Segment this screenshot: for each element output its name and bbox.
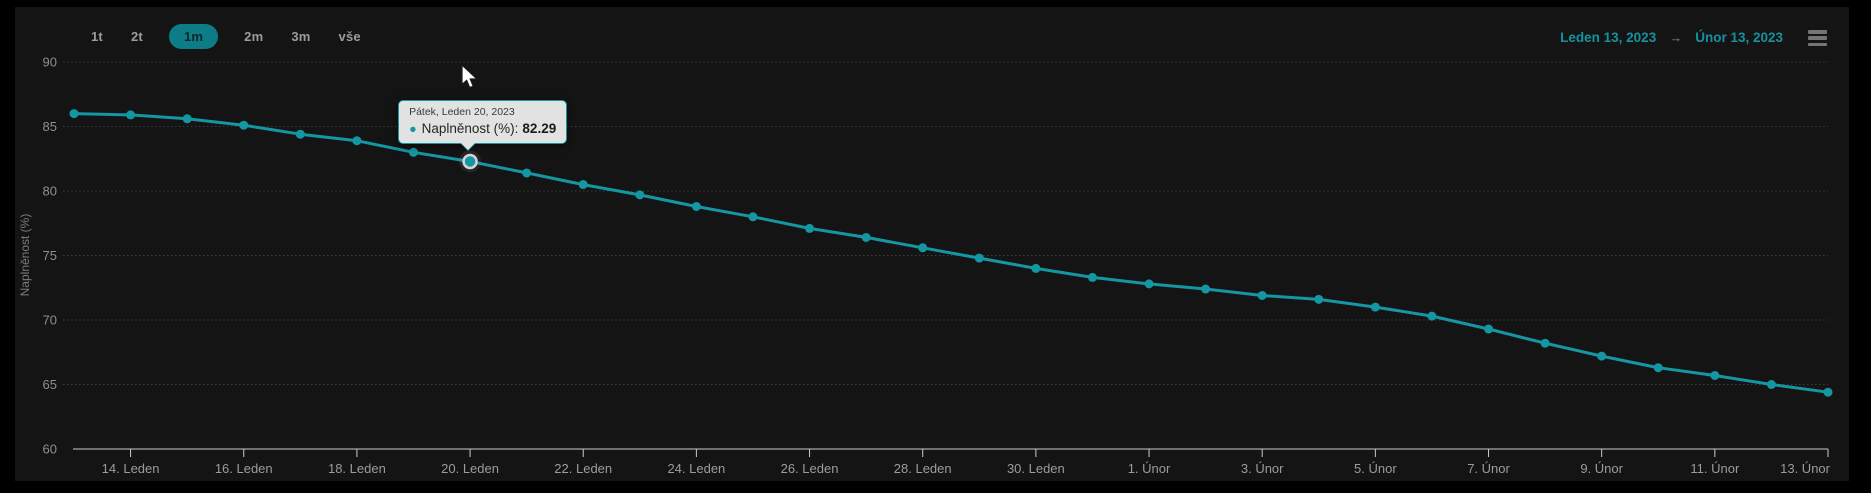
menu-bar [1808,30,1827,34]
x-tick-label: 22. Leden [554,461,612,476]
x-tick-label: 20. Leden [441,461,499,476]
chart-container: 1t 2t 1m 2m 3m vše Leden 13, 2023 → Únor 13, … [15,7,1849,481]
tooltip-date-label: Pátek, Leden 20, 2023 [409,106,515,119]
x-tick-label: 26. Leden [781,461,839,476]
series-line [72,112,1830,394]
data-point-marker[interactable] [974,253,984,263]
data-point-marker[interactable] [635,190,645,200]
tooltip-value: 82.29 [522,121,557,137]
y-tick-label: 60 [43,442,57,457]
x-tick-label: 18. Leden [328,461,386,476]
right-arrow-icon: → [1669,30,1683,45]
data-point-marker[interactable] [182,114,192,124]
tooltip-series-label: Naplněnost (%): [421,121,519,137]
data-point-marker[interactable] [1314,294,1324,304]
range-button-3m[interactable]: 3m [291,29,311,44]
data-point-marker[interactable] [861,232,871,242]
data-point-marker[interactable] [1710,370,1720,380]
x-tick-label: 30. Leden [1007,461,1065,476]
menu-bar [1808,42,1827,46]
data-point-marker[interactable] [1257,290,1267,300]
range-selector: 1t 2t 1m 2m 3m vše [89,23,363,50]
line-chart[interactable]: 60 65 70 75 80 85 90 14. Leden 16. Leden 18. Lede… [15,7,1849,481]
data-point-marker[interactable] [1201,284,1211,294]
data-point-marker[interactable] [408,147,418,157]
range-button-2m[interactable]: 2m [244,29,264,44]
data-point-marker[interactable] [1484,324,1494,334]
x-tick-label: 1. Únor [1128,461,1171,476]
data-point-marker[interactable] [1427,311,1437,321]
date-range: Leden 13, 2023 → Únor 13, 2023 [1560,30,1783,45]
data-point-marker[interactable] [805,223,815,233]
x-tick-label: 13. Únor [1780,461,1831,476]
y-tick-label: 65 [43,377,57,392]
data-point-marker[interactable] [1370,302,1380,312]
x-tick-label: 5. Únor [1354,461,1397,476]
data-point-marker[interactable] [239,120,249,130]
y-tick-label: 80 [43,184,57,199]
x-tick-label: 9. Únor [1580,461,1623,476]
chart-tooltip: Pátek, Leden 20, 2023 ● Naplněnost (%): 82… [398,100,568,152]
data-point-marker[interactable] [1144,279,1154,289]
highlighted-data-point[interactable] [462,153,478,170]
data-point-marker[interactable] [918,243,928,253]
data-point-marker[interactable] [691,201,701,211]
x-tick-label: 28. Leden [894,461,952,476]
data-point-marker[interactable] [1540,338,1550,348]
x-tick-label: 3. Únor [1241,461,1284,476]
x-tick-label: 16. Leden [215,461,273,476]
x-tick-label: 24. Leden [667,461,725,476]
data-point-marker[interactable] [126,110,136,120]
data-point-marker[interactable] [522,168,532,178]
y-tick-label: 85 [43,119,57,134]
data-point-marker[interactable] [1087,272,1097,282]
menu-bar [1808,36,1827,40]
x-tick-label: 11. Únor [1690,461,1740,476]
tooltip-series-row: ● Naplněnost (%): 82.29 [409,121,556,136]
date-from-input[interactable]: Leden 13, 2023 [1560,30,1657,45]
range-button-1m[interactable]: 1m [168,24,219,49]
range-button-vše[interactable]: vše [338,29,361,44]
date-to-input[interactable]: Únor 13, 2023 [1695,30,1783,45]
y-tick-label: 70 [43,313,57,328]
data-point-marker[interactable] [1766,380,1776,389]
data-point-marker[interactable] [69,109,79,119]
x-tick-label: 14. Leden [102,461,160,476]
data-point-marker[interactable] [1031,263,1041,273]
data-point-marker[interactable] [295,129,305,139]
data-point-marker[interactable] [352,136,362,146]
y-axis-title: Naplněnost (%) [18,214,32,297]
data-point-marker[interactable] [748,212,758,222]
series-bullet-icon: ● [409,122,417,137]
x-tick-label: 7. Únor [1467,461,1510,476]
data-point-marker[interactable] [1597,351,1607,361]
data-point-marker[interactable] [578,180,588,190]
range-button-1t[interactable]: 1t [91,29,103,44]
line-chart-plot-area[interactable]: 60 65 70 75 80 85 90 14. Leden 16. Leden 18. Lede… [15,7,1849,481]
y-tick-label: 90 [43,55,57,70]
range-button-2t[interactable]: 2t [130,29,143,44]
data-point-marker[interactable] [1653,363,1663,373]
data-point-marker[interactable] [1823,387,1833,397]
hamburger-menu-icon[interactable] [1808,30,1827,46]
y-tick-label: 75 [43,248,57,263]
